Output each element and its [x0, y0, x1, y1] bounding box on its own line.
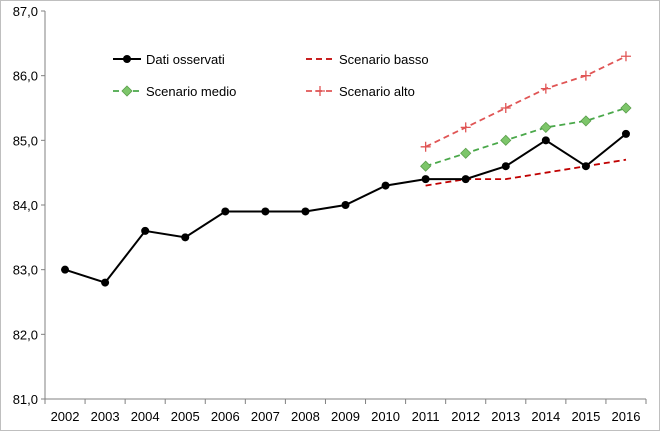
- x-tick-label: 2006: [211, 409, 240, 424]
- data-point-circle: [181, 233, 190, 242]
- x-tick-label: 2016: [612, 409, 641, 424]
- x-tick-label: 2010: [371, 409, 400, 424]
- data-point-circle: [101, 278, 110, 287]
- series-scenario-alto: [420, 51, 631, 152]
- legend-label: Scenario alto: [339, 84, 415, 99]
- x-tick-label: 2002: [51, 409, 80, 424]
- legend-label: Dati osservati: [146, 52, 225, 67]
- series-line: [425, 158, 627, 187]
- y-tick-labels: 81,0 82,0 83,0 84,0 85,0 86,0 87,0: [13, 4, 38, 407]
- x-tick-label: 2003: [91, 409, 120, 424]
- y-tick-label: 81,0: [13, 392, 38, 407]
- data-point-diamond: [500, 134, 512, 146]
- series-scenario-basso: [425, 158, 627, 187]
- data-point-circle: [221, 207, 230, 216]
- x-tick-label: 2007: [251, 409, 280, 424]
- legend-item: Dati osservati: [113, 52, 225, 67]
- data-point-circle: [501, 162, 510, 171]
- data-point-plus: [580, 70, 591, 81]
- series-line: [425, 107, 627, 168]
- legend-label: Scenario medio: [146, 84, 236, 99]
- x-tick-label: 2004: [131, 409, 160, 424]
- data-point-circle: [341, 201, 350, 209]
- x-tick-label: 2008: [291, 409, 320, 424]
- y-tick-label: 86,0: [13, 69, 38, 84]
- data-point-plus: [460, 122, 471, 133]
- x-tick-label: 2009: [331, 409, 360, 424]
- y-tick-label: 84,0: [13, 198, 38, 213]
- legend: Dati osservati Scenario basso Scenario med…: [113, 52, 429, 99]
- series-dati-osservati: [61, 129, 630, 287]
- data-point-circle: [461, 175, 470, 184]
- x-tick-label: 2012: [451, 409, 480, 424]
- data-point-diamond: [460, 147, 472, 159]
- series-scenario-medio: [420, 102, 632, 172]
- y-tick-label: 83,0: [13, 263, 38, 278]
- data-point-circle: [581, 162, 590, 171]
- x-tick-label: 2014: [531, 409, 560, 424]
- x-tick-label: 2013: [491, 409, 520, 424]
- data-point-circle: [301, 207, 310, 216]
- data-point-circle: [123, 55, 131, 63]
- data-point-circle: [541, 136, 550, 145]
- x-tick-label: 2015: [571, 409, 600, 424]
- legend-item: Scenario basso: [306, 52, 429, 67]
- data-point-plus: [500, 103, 511, 113]
- series-line: [425, 55, 627, 148]
- data-point-circle: [61, 265, 70, 274]
- series-group: [61, 51, 632, 287]
- data-point-circle: [261, 207, 270, 216]
- data-point-circle: [621, 129, 630, 138]
- data-point-plus: [620, 51, 631, 62]
- axes: [41, 10, 647, 404]
- data-point-diamond: [580, 115, 592, 127]
- data-point-circle: [141, 226, 150, 235]
- legend-label: Scenario basso: [339, 52, 429, 67]
- legend-item: Scenario medio: [113, 84, 236, 99]
- y-tick-label: 82,0: [13, 327, 38, 342]
- data-point-diamond: [121, 85, 133, 97]
- legend-item: Scenario alto: [306, 84, 415, 99]
- data-point-diamond: [540, 121, 552, 133]
- x-tick-label: 2005: [171, 409, 200, 424]
- data-point-plus: [540, 83, 551, 94]
- data-point-diamond: [420, 160, 432, 172]
- y-tick-label: 85,0: [13, 133, 38, 148]
- data-point-circle: [421, 175, 430, 184]
- data-point-circle: [381, 181, 390, 190]
- x-tick-labels: 2002 2003 2004 2005 2006 2007 2008 2009 2010 2011…: [51, 409, 641, 424]
- x-tick-label: 2011: [412, 409, 440, 424]
- y-tick-label: 87,0: [13, 4, 38, 19]
- data-point-diamond: [620, 102, 632, 114]
- data-point-plus: [315, 86, 325, 96]
- data-point-plus: [420, 141, 431, 152]
